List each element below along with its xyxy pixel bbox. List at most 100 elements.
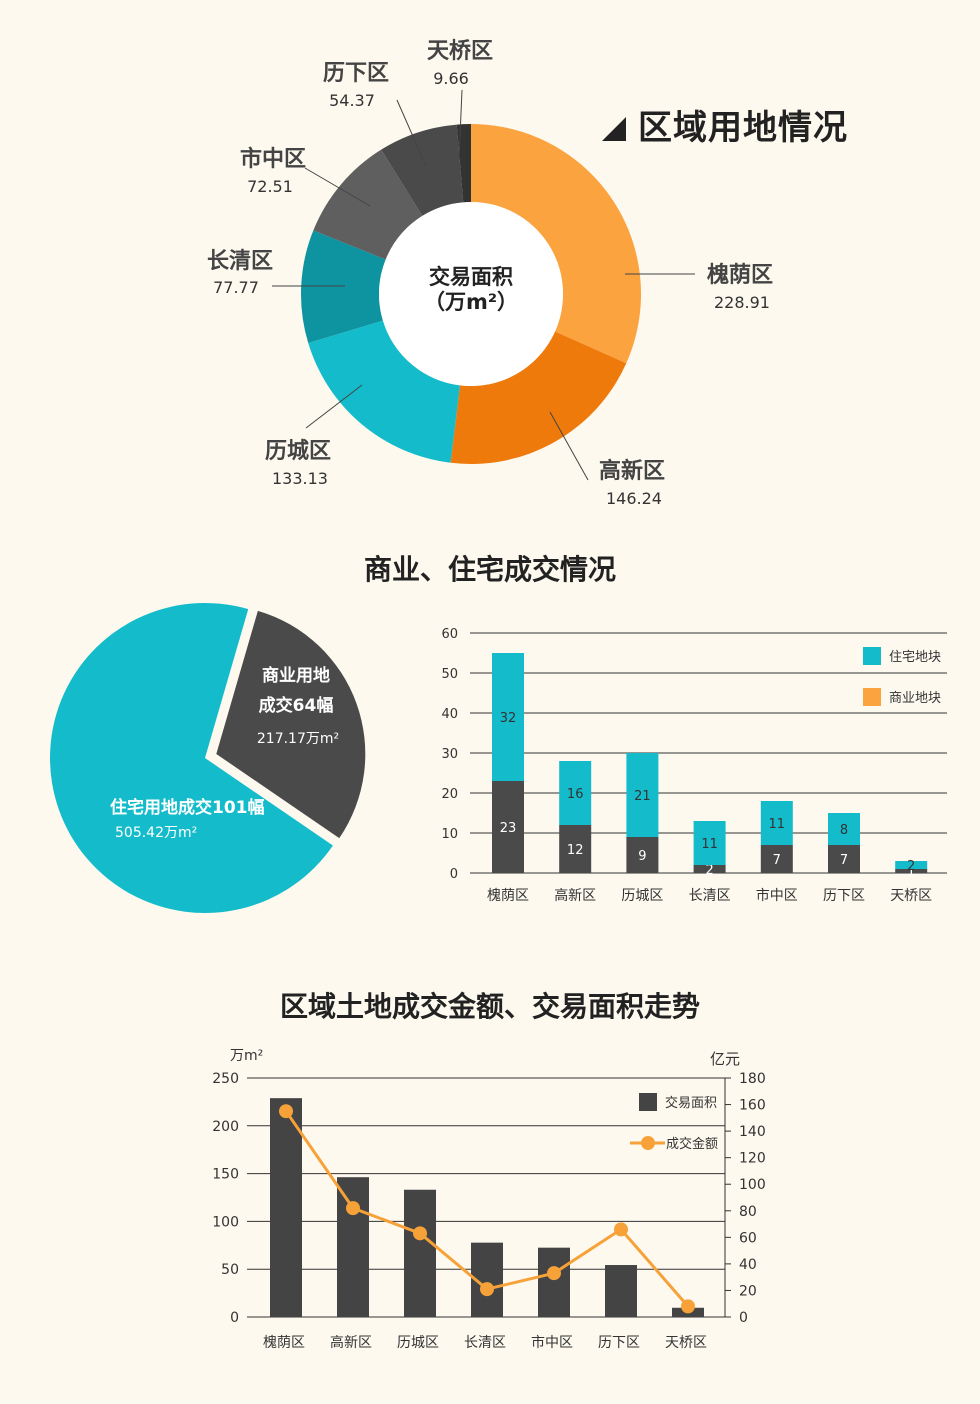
area-bar <box>605 1265 637 1317</box>
area-bar <box>270 1098 302 1317</box>
bar-data-label: 7 <box>840 853 848 868</box>
legend-swatch-area <box>639 1093 657 1111</box>
legend-swatch <box>863 688 881 706</box>
bar-data-label: 32 <box>500 711 517 726</box>
right-y-tick-label: 40 <box>739 1257 757 1273</box>
right-y-tick-label: 80 <box>739 1204 757 1220</box>
legend-point-amount <box>641 1136 655 1150</box>
y-tick-label: 0 <box>450 867 458 882</box>
leader-line <box>305 384 363 429</box>
bar-segment <box>626 753 659 837</box>
left-y-tick-label: 0 <box>230 1310 239 1326</box>
donut-slice <box>471 124 641 364</box>
bar-data-label: 2 <box>907 859 915 874</box>
x-tick-label: 槐荫区 <box>263 1335 305 1351</box>
bar-segment <box>559 825 592 873</box>
x-tick-label: 历城区 <box>397 1335 439 1351</box>
donut-slice-name: 历城区 <box>265 438 331 464</box>
left-y-tick-label: 200 <box>212 1119 239 1135</box>
left-axis-unit: 万m² <box>230 1048 263 1064</box>
amount-point <box>413 1226 427 1241</box>
right-y-tick-label: 180 <box>739 1071 766 1087</box>
leader-line <box>458 89 463 161</box>
right-y-tick-label: 0 <box>739 1310 748 1326</box>
commercial-label-line2: 成交64幅 <box>259 695 334 716</box>
stacked-bar-chart: 01020304050602332槐荫区1216高新区921历城区211长清区7… <box>441 627 947 904</box>
donut-slice <box>308 320 460 463</box>
x-tick-label: 历下区 <box>598 1335 640 1351</box>
residential-area-label: 505.42万m² <box>115 825 197 841</box>
donut-slice-name: 槐荫区 <box>707 262 773 288</box>
donut-slice <box>301 230 386 344</box>
bar-data-label: 11 <box>701 837 718 852</box>
x-tick-label: 槐荫区 <box>487 888 529 904</box>
bar-data-label: 2 <box>705 863 713 878</box>
donut-slice-value: 77.77 <box>213 278 259 297</box>
bar-data-label: 7 <box>773 853 781 868</box>
bar-segment <box>693 865 726 873</box>
amount-point <box>480 1282 494 1297</box>
combo-chart: 0 50 100 150 200 250 0 20 40 60 80 100 120 140 160 180 万… <box>212 1048 766 1351</box>
bar-data-label: 11 <box>769 817 786 832</box>
bar-segment <box>895 861 928 869</box>
donut-slice-value: 146.24 <box>606 489 662 508</box>
donut-slice <box>456 124 471 203</box>
bar-data-label: 9 <box>638 849 646 864</box>
bar-data-label: 21 <box>634 789 651 804</box>
donut-slice-value: 54.37 <box>329 91 375 110</box>
donut-chart: 槐荫区 228.91 高新区 146.24 历城区 133.13 长清区 77.77 市中区 72… <box>207 38 773 508</box>
bar-segment <box>895 869 928 873</box>
donut-slice-name: 市中区 <box>240 146 306 172</box>
leader-line <box>304 167 371 207</box>
bar-segment <box>693 821 726 865</box>
donut-slice <box>381 124 464 216</box>
left-y-tick-label: 150 <box>212 1167 239 1183</box>
donut-slice-value: 72.51 <box>247 177 293 196</box>
area-bar <box>404 1189 436 1317</box>
bar-segment <box>828 813 860 845</box>
legend-label: 住宅地块 <box>889 650 941 665</box>
y-tick-label: 10 <box>441 827 458 842</box>
amount-point <box>279 1104 293 1119</box>
x-tick-label: 高新区 <box>330 1334 372 1351</box>
right-y-tick-label: 160 <box>739 1098 766 1114</box>
commercial-label-line1: 商业用地 <box>262 665 330 686</box>
x-tick-label: 高新区 <box>554 887 596 904</box>
right-axis-unit: 亿元 <box>710 1050 740 1068</box>
bar-segment <box>492 653 524 781</box>
amount-point <box>681 1299 695 1314</box>
y-tick-label: 60 <box>441 627 458 642</box>
x-tick-label: 长清区 <box>464 1335 506 1351</box>
area-bar <box>337 1177 369 1317</box>
donut-slice-name: 天桥区 <box>427 38 493 64</box>
y-tick-label: 30 <box>441 747 458 762</box>
donut-slice-name: 历下区 <box>323 61 389 86</box>
donut-center-label-2: （万m²） <box>424 290 518 314</box>
bar-segment <box>828 845 860 873</box>
donut-slice-name: 长清区 <box>207 248 273 274</box>
x-tick-label: 市中区 <box>756 887 798 904</box>
x-tick-label: 长清区 <box>689 888 731 904</box>
x-tick-label: 历城区 <box>621 888 663 904</box>
bar-data-label: 1 <box>907 865 915 880</box>
donut-center-label-1: 交易面积 <box>429 265 513 289</box>
bar-data-label: 23 <box>500 821 517 836</box>
amount-point <box>547 1266 561 1281</box>
area-bar <box>538 1247 570 1317</box>
x-tick-label: 历下区 <box>823 888 865 904</box>
right-y-tick-label: 140 <box>739 1124 766 1140</box>
pie-slice-residential <box>49 603 333 913</box>
x-tick-label: 天桥区 <box>890 888 932 904</box>
donut-slice-value: 9.66 <box>433 69 469 88</box>
commercial-area-label: 217.17万m² <box>257 731 339 747</box>
legend-label-amount: 成交金额 <box>666 1136 718 1152</box>
right-y-tick-label: 120 <box>739 1151 766 1167</box>
donut-slice-value: 228.91 <box>714 293 770 312</box>
right-y-tick-label: 20 <box>739 1283 757 1299</box>
triangle-marker-icon <box>602 117 626 141</box>
section2-title: 商业、住宅成交情况 <box>363 553 616 586</box>
donut-hole <box>379 202 563 386</box>
bar-segment <box>492 781 524 873</box>
left-y-tick-label: 250 <box>212 1071 239 1087</box>
